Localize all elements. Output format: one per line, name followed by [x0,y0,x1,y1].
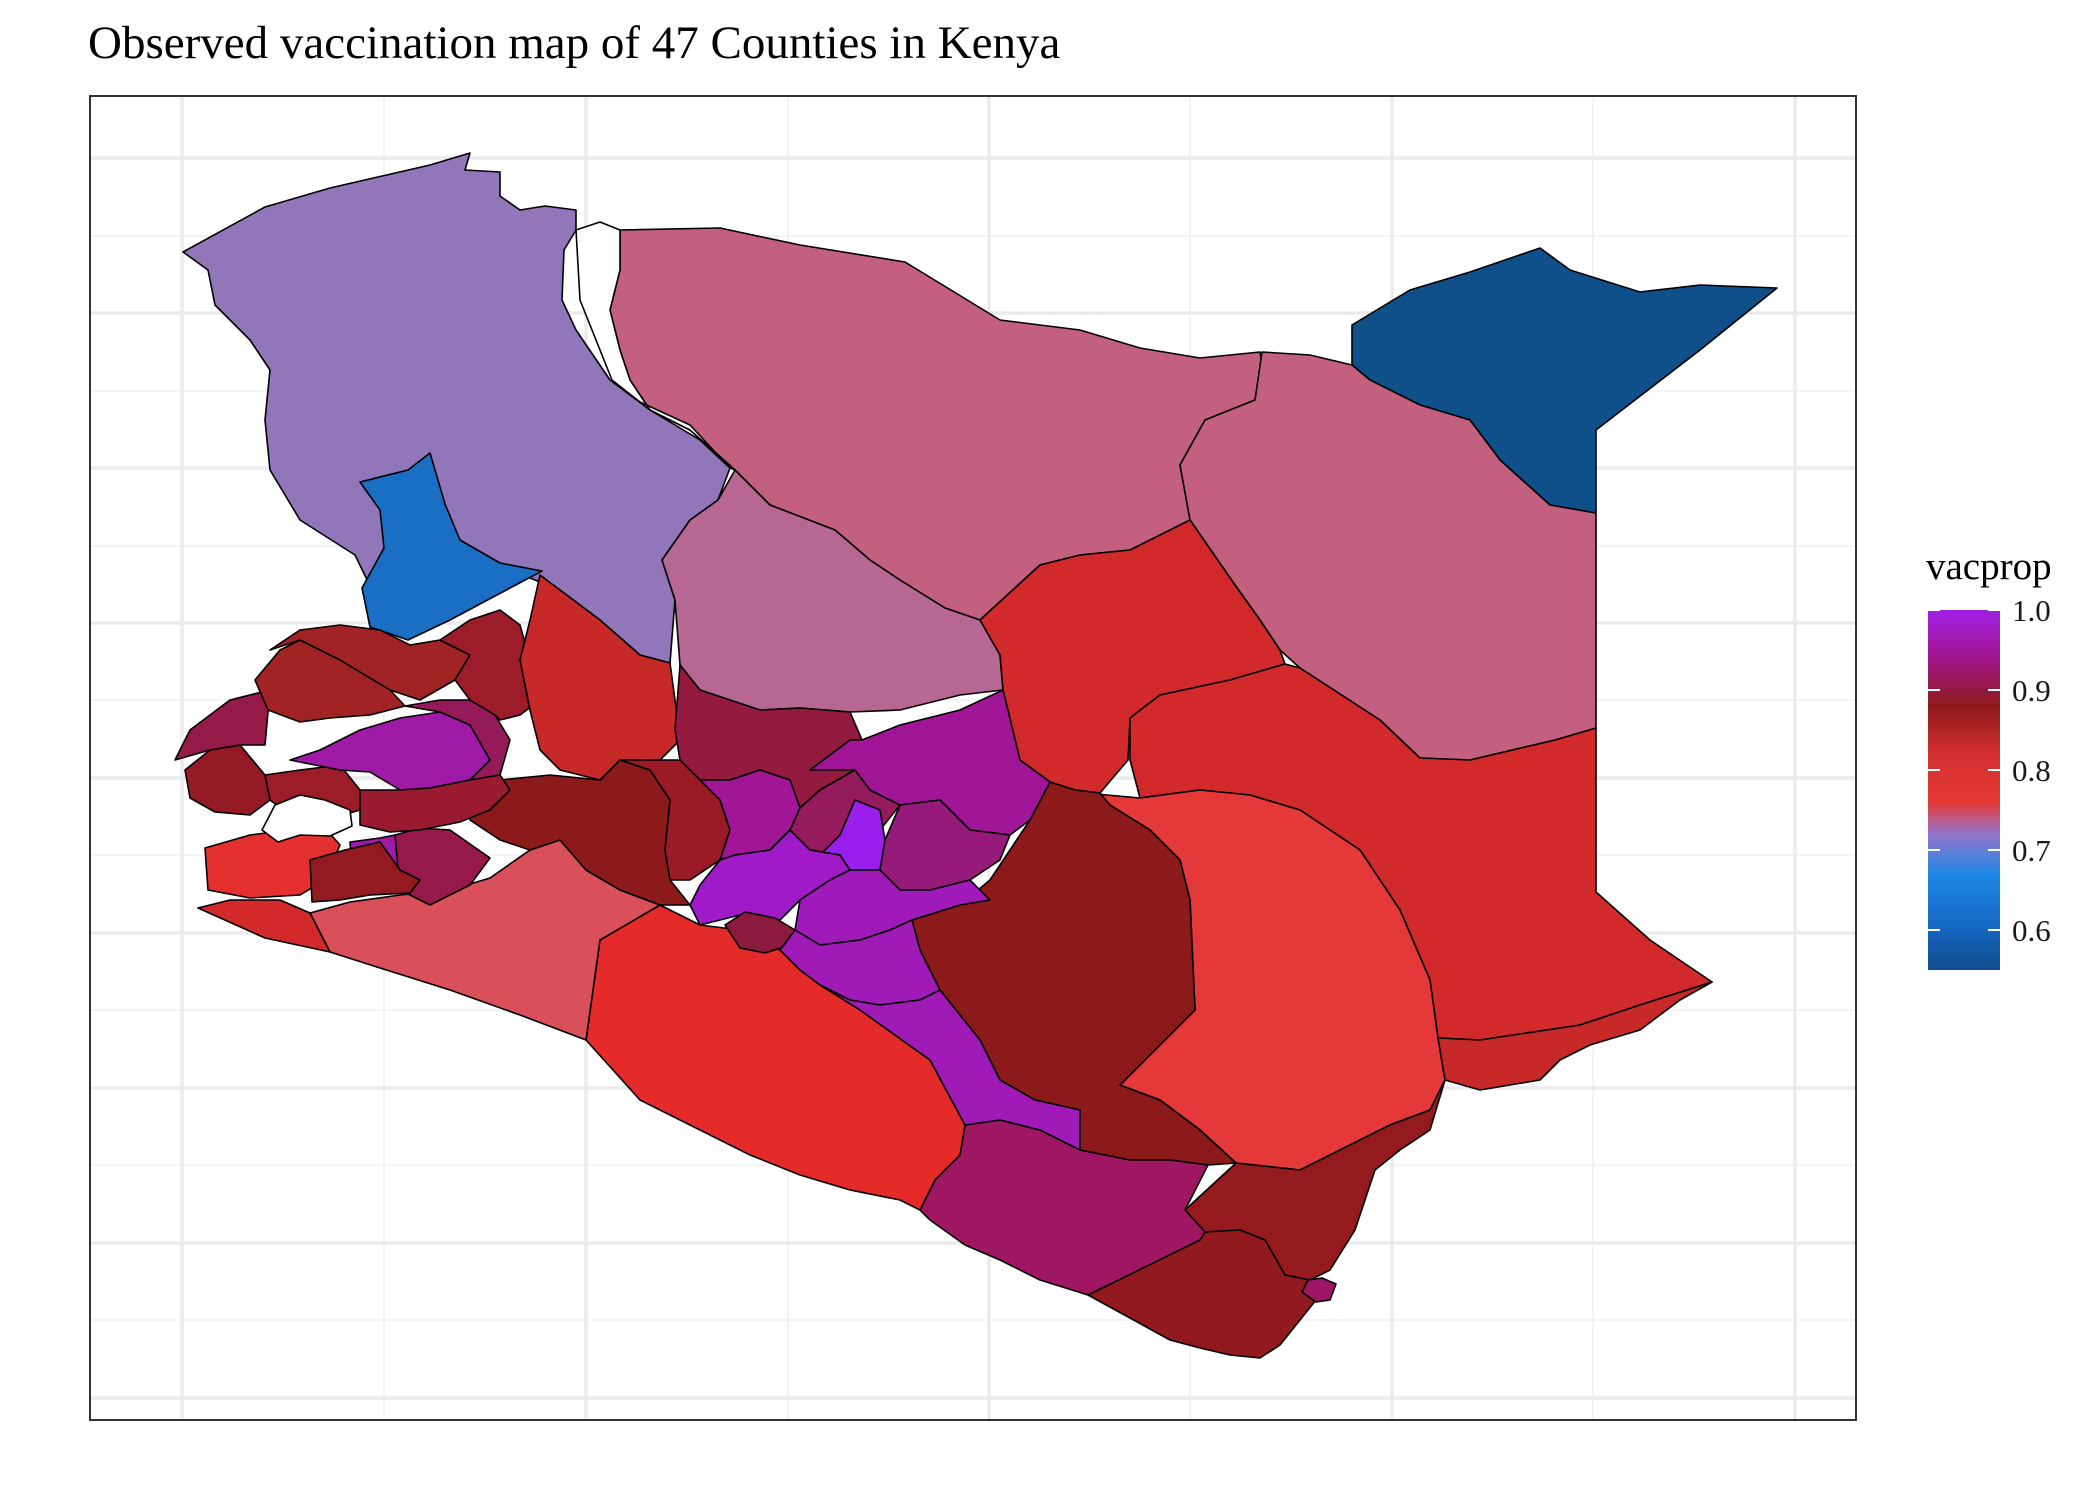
county-west-pokot [359,452,543,641]
county-nandi [359,774,511,833]
county-samburu [661,469,1004,713]
map-title: Observed vaccination map of 47 Counties … [88,17,1061,69]
legend-tick-label: 0.7 [2012,833,2051,868]
county-kericho [469,759,691,906]
county-mombasa [1301,1277,1337,1303]
legend-colorbar [1928,610,2000,970]
county-meru [809,689,1051,836]
legend-tick-label: 0.8 [2012,753,2051,788]
legend: vacprop 1.0 0.9 0.8 0.7 0.6 [1926,545,2052,970]
county-kajiado [585,904,966,1211]
legend-tick-label: 1.0 [2012,593,2051,628]
county-bomet [309,841,421,903]
lakes [261,221,736,843]
county-kwale [1087,1229,1321,1359]
county-elgeyo-marakwet [439,609,541,721]
county-makueni [819,984,1081,1151]
lake-victoria [261,794,353,843]
legend-tick-label: 0.6 [2012,913,2051,948]
county-migori [197,899,331,953]
legend-title: vacprop [1926,545,2052,588]
legend-ticks: 1.0 0.9 0.8 0.7 0.6 [1928,593,2051,948]
legend-tick-label: 0.9 [2012,673,2051,708]
lake-turkana [575,221,736,471]
county-lamu [1437,981,1713,1091]
panel-border [89,95,1857,1421]
county-busia [174,689,271,761]
plot-panel [89,95,1857,1421]
county-shapes [174,152,1778,1359]
